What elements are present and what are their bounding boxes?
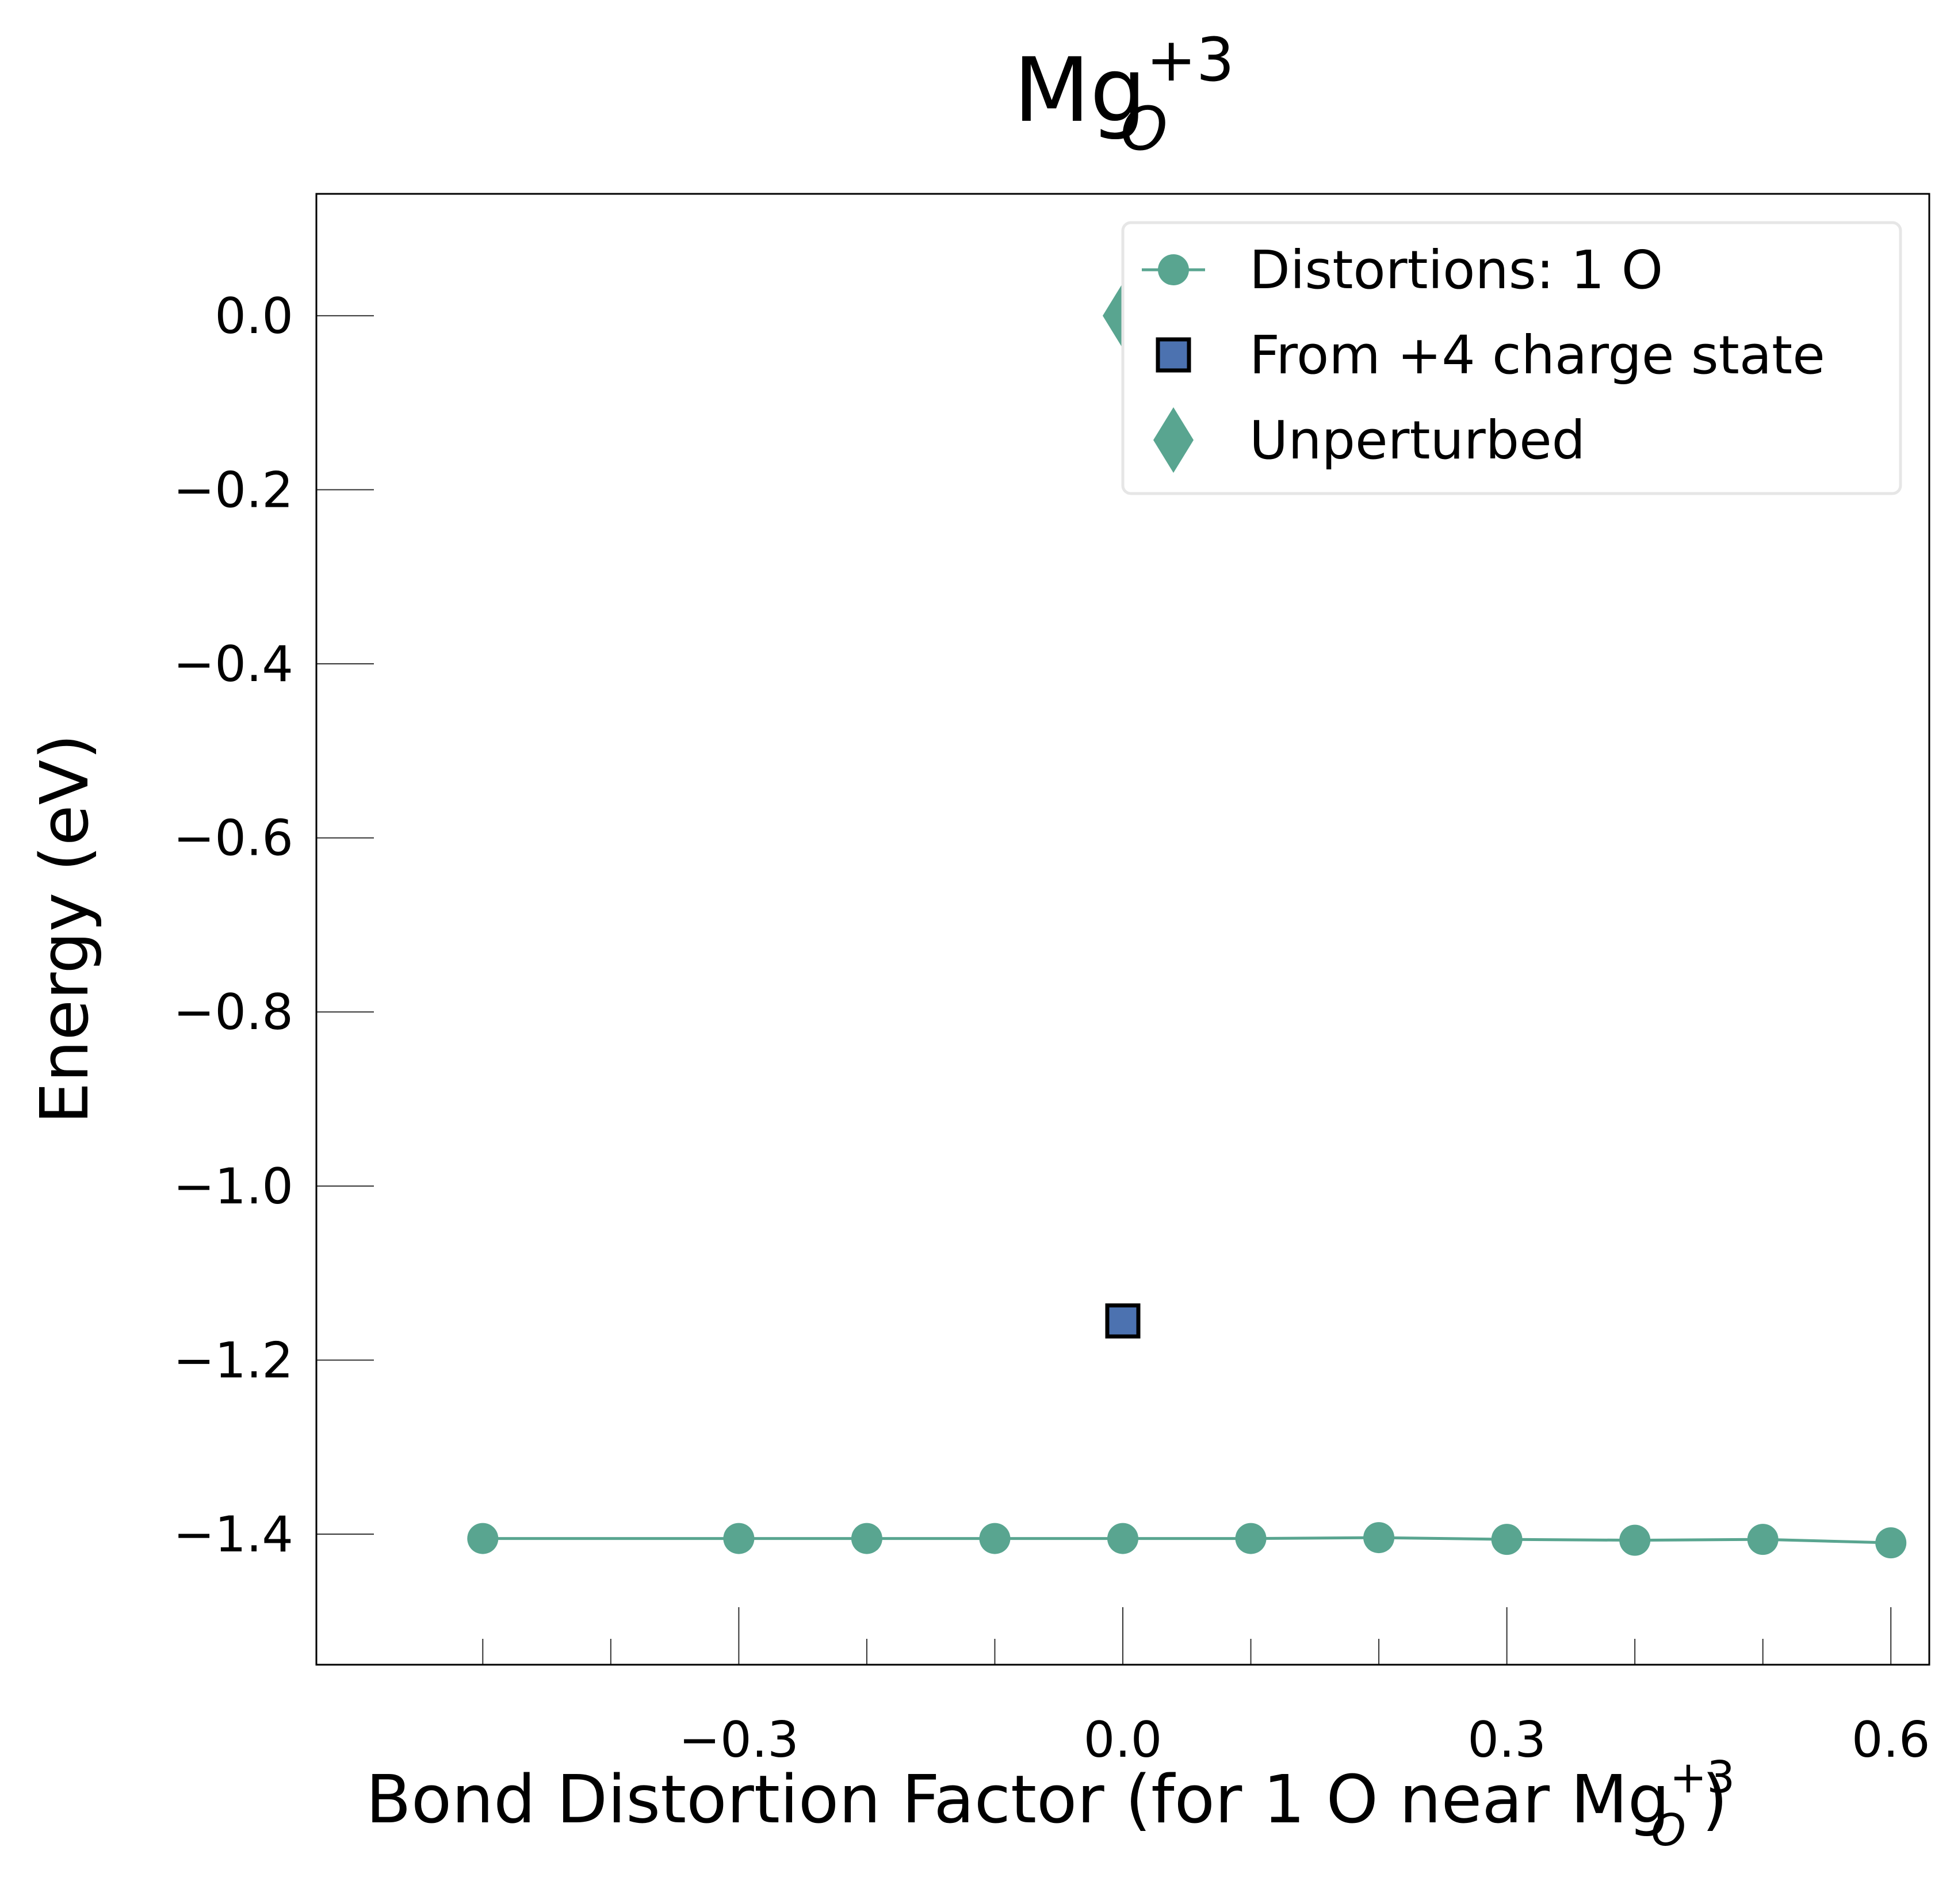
- x-axis-label-close: ): [1702, 1761, 1728, 1838]
- chart-title-base: Mg: [1014, 39, 1146, 142]
- data-point: [1747, 1524, 1779, 1555]
- y-tick-label: −1.0: [173, 1158, 293, 1215]
- x-tick-label: 0.3: [1467, 1711, 1546, 1769]
- y-tick-label: −1.4: [173, 1506, 293, 1563]
- data-point-square: [1105, 1303, 1141, 1339]
- chart-title-sub: O: [1121, 94, 1168, 164]
- y-tick-label: 0.0: [215, 288, 293, 345]
- y-tick-label: −0.2: [173, 461, 293, 519]
- data-point: [723, 1523, 755, 1554]
- legend-entry-label: Distortions: 1 O: [1249, 239, 1663, 301]
- x-tick-label: 0.0: [1084, 1711, 1163, 1769]
- legend-entry-label: Unperturbed: [1249, 410, 1585, 471]
- x-tick-label: 0.6: [1852, 1711, 1930, 1769]
- chart-title: Mg+3 O: [1014, 25, 1234, 164]
- data-point: [1875, 1527, 1907, 1559]
- x-tick-label: −0.3: [679, 1711, 799, 1769]
- x-axis-label-text: Bond Distortion Factor (for 1 O near Mg: [366, 1761, 1670, 1838]
- legend-box: [1121, 221, 1902, 495]
- data-point: [1619, 1524, 1651, 1556]
- y-axis-label: Energy (eV): [26, 734, 104, 1124]
- chart-title-sup: +3: [1146, 25, 1234, 95]
- y-tick-label: −0.4: [173, 636, 293, 693]
- y-tick-label: −0.6: [173, 810, 293, 867]
- data-point: [1491, 1524, 1523, 1555]
- legend-diamond-marker: [1153, 407, 1194, 473]
- legend-square-marker: [1156, 337, 1191, 373]
- x-axis-label: Bond Distortion Factor (for 1 O near Mg+…: [366, 1752, 1735, 1856]
- data-point: [1363, 1522, 1395, 1554]
- data-point: [851, 1523, 882, 1554]
- data-point: [467, 1523, 499, 1554]
- legend-circle-marker: [1158, 254, 1189, 285]
- data-point: [1235, 1523, 1267, 1554]
- x-axis-label-sup: +3: [1670, 1752, 1735, 1803]
- plot-frame: [315, 193, 1930, 1666]
- legend-entry-label: From +4 charge state: [1249, 324, 1825, 386]
- x-axis-label-sub: O: [1651, 1805, 1686, 1856]
- data-point: [979, 1523, 1011, 1554]
- data-point: [1107, 1523, 1138, 1554]
- y-tick-label: −1.2: [173, 1332, 293, 1389]
- y-tick-label: −0.8: [173, 984, 293, 1041]
